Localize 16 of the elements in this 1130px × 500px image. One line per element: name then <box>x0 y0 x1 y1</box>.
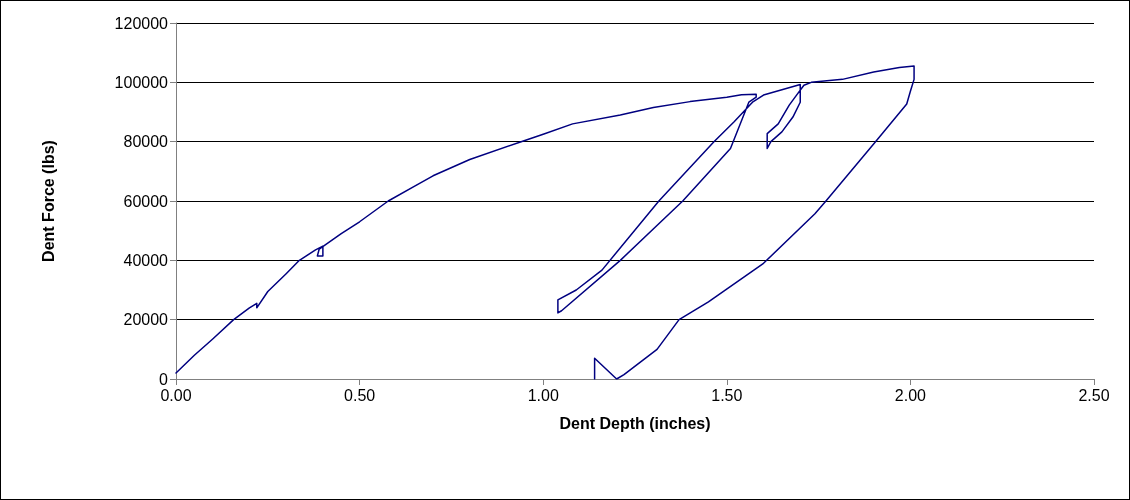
x-tick-label: 1.00 <box>527 386 559 404</box>
x-tick-label: 1.50 <box>711 386 743 404</box>
y-tick-label: 0 <box>159 370 169 388</box>
x-tick-label: 0.50 <box>344 386 376 404</box>
x-axis-title: Dent Depth (inches) <box>559 414 711 432</box>
y-tick-label: 80000 <box>123 133 169 151</box>
y-axis-title: Dent Force (lbs) <box>39 140 57 262</box>
line-series <box>175 65 915 380</box>
x-tick-label: 2.50 <box>1078 386 1110 404</box>
y-tick-label: 60000 <box>123 192 169 210</box>
y-tick-label: 120000 <box>114 14 169 32</box>
y-tick-label: 40000 <box>123 251 169 269</box>
y-tick-label: 20000 <box>123 311 169 329</box>
y-tick-label: 100000 <box>114 73 169 91</box>
x-tick-label: 0.00 <box>160 386 192 404</box>
x-tick-label: 2.00 <box>894 386 927 404</box>
